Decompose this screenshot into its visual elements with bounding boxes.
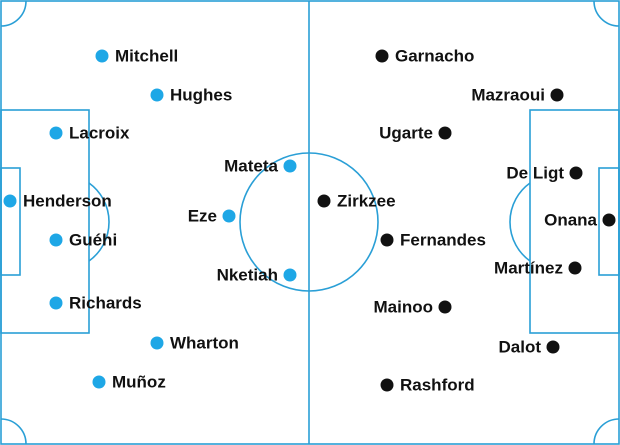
player-name: Nketiah — [217, 265, 278, 284]
player-dot — [95, 49, 109, 63]
corner-arc — [0, 0, 27, 27]
player-name: Martínez — [494, 258, 563, 277]
player-dot — [568, 261, 582, 275]
player-dot — [150, 336, 164, 350]
corner-arc — [0, 418, 27, 445]
player-dot — [380, 233, 394, 247]
player-name: Wharton — [170, 333, 239, 352]
player-dot — [550, 88, 564, 102]
right-penalty-arc — [509, 182, 531, 262]
player-name: Richards — [69, 293, 142, 312]
player-name: Henderson — [23, 191, 112, 210]
player-name: Eze — [188, 206, 217, 225]
player-name: Mainoo — [374, 297, 434, 316]
corner-arc — [593, 418, 620, 445]
player-dot — [569, 166, 583, 180]
player-name: Fernandes — [400, 230, 486, 249]
left-penalty-arc — [88, 182, 110, 262]
player-name: Guéhi — [69, 230, 117, 249]
player-name: De Ligt — [506, 163, 564, 182]
player-name: Ugarte — [379, 123, 433, 142]
right-goal-box — [598, 167, 620, 276]
player-name: Rashford — [400, 375, 475, 394]
player-dot — [317, 194, 331, 208]
centre-circle — [239, 152, 379, 292]
player-name: Lacroix — [69, 123, 130, 142]
player-dot — [92, 375, 106, 389]
player-dot — [150, 88, 164, 102]
player-dot — [49, 296, 63, 310]
left-goal-box — [0, 167, 21, 276]
player-name: Hughes — [170, 85, 232, 104]
player-name: Garnacho — [395, 46, 474, 65]
player-dot — [49, 126, 63, 140]
player-name: Dalot — [499, 337, 542, 356]
player-dot — [49, 233, 63, 247]
player-name: Zirkzee — [337, 191, 396, 210]
player-name: Mazraoui — [471, 85, 545, 104]
player-dot — [283, 159, 297, 173]
player-dot — [546, 340, 560, 354]
player-name: Mateta — [224, 156, 278, 175]
corner-arc — [593, 0, 620, 27]
player-dot — [283, 268, 297, 282]
player-name: Mitchell — [115, 46, 178, 65]
player-dot — [438, 300, 452, 314]
player-name: Onana — [544, 210, 597, 229]
player-dot — [380, 378, 394, 392]
player-dot — [375, 49, 389, 63]
player-name: Muñoz — [112, 372, 166, 391]
player-dot — [438, 126, 452, 140]
player-dot — [3, 194, 17, 208]
player-dot — [222, 209, 236, 223]
player-dot — [602, 213, 616, 227]
